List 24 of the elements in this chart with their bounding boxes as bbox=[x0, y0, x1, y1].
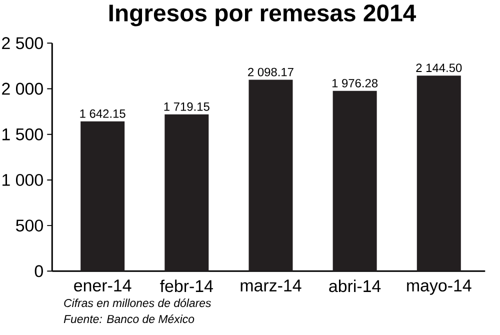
source-note: Fuente: Banco de México bbox=[64, 314, 194, 324]
x-tick-label: mayo-14 bbox=[407, 280, 472, 295]
chart-title: Ingresos por remesas 2014 bbox=[109, 4, 416, 26]
text: Cifras en millones de dólares bbox=[64, 298, 211, 308]
y-tick-label: 2 000 bbox=[2, 82, 43, 95]
y-tick-label: 500 bbox=[16, 220, 43, 232]
bar bbox=[416, 76, 461, 272]
x-tick-label: abri-14 bbox=[329, 280, 381, 292]
data-label: 1 642.15 bbox=[80, 109, 126, 118]
bar bbox=[248, 80, 293, 272]
x-tick-label: marz-14 bbox=[240, 280, 302, 292]
bar bbox=[80, 121, 125, 272]
data-label: 2 098.17 bbox=[248, 68, 294, 76]
data-label: 2 144.50 bbox=[416, 64, 462, 72]
y-tick-label: 1 500 bbox=[2, 128, 43, 140]
x-tick-label: febr-14 bbox=[160, 280, 213, 292]
y-tick-label: 0 bbox=[34, 265, 43, 278]
x-tick-label: ener-14 bbox=[74, 280, 132, 292]
data-label: 1 719.15 bbox=[164, 102, 210, 111]
bar bbox=[164, 114, 209, 272]
y-tick-label: 1 000 bbox=[2, 174, 43, 186]
y-tick-label: 2 500 bbox=[2, 37, 43, 50]
bar bbox=[332, 90, 377, 272]
data-label: 1 976.28 bbox=[332, 78, 378, 88]
